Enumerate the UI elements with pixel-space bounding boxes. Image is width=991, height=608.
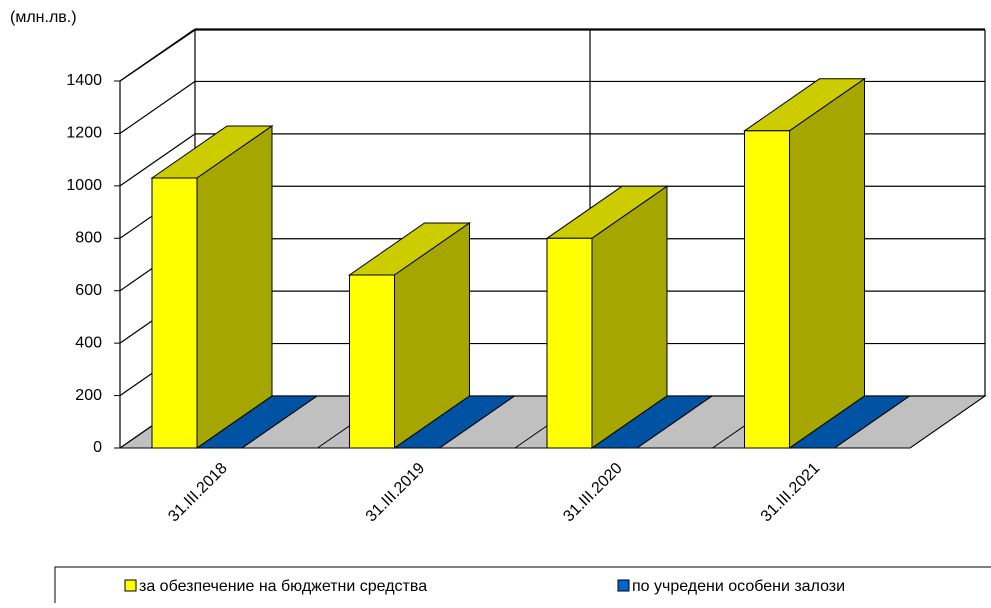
legend: за обезпечение на бюджетни средства по уч…: [124, 578, 845, 595]
y-tick-label: 600: [75, 282, 102, 299]
grid-line: [119, 28, 196, 82]
bar-front: [546, 237, 593, 449]
bar: [742, 77, 867, 449]
bar: [590, 395, 714, 449]
bar: [392, 395, 517, 449]
legend-swatch: [124, 579, 137, 592]
x-tick-label: 31.III.2021: [758, 460, 824, 526]
bar: [545, 185, 669, 449]
y-tick-label: 1400: [66, 72, 102, 89]
x-tick-label: 31.III.2018: [165, 460, 231, 526]
bar: [787, 395, 912, 449]
legend-label: по учредени особени залози: [632, 578, 845, 595]
bar-side: [789, 77, 865, 449]
grid-line: [119, 80, 196, 134]
y-tick-label: 400: [75, 334, 102, 351]
bar: [347, 222, 472, 449]
bar-front: [151, 177, 198, 449]
legend-label: за обезпечение на бюджетни средства: [139, 578, 427, 595]
y-tick-label: 800: [75, 230, 102, 247]
bars: [150, 77, 912, 449]
x-tick-label: 31.III.2019: [363, 460, 429, 526]
bar-side: [241, 395, 318, 449]
legend-box: [54, 566, 991, 608]
bar: [150, 125, 274, 449]
bar-side: [636, 395, 713, 449]
y-tick-label: 1000: [66, 177, 102, 194]
bar: [195, 395, 319, 449]
bar-front: [744, 130, 790, 449]
bar-side: [834, 395, 910, 449]
bar-side: [196, 125, 273, 449]
y-tick-label: 0: [93, 439, 102, 456]
y-axis-title: (млн.лв.): [10, 9, 77, 26]
legend-swatch: [617, 579, 630, 592]
bar-front: [349, 274, 395, 449]
floor-divider: [909, 395, 986, 449]
grid-line: [119, 133, 196, 187]
bar-side: [439, 395, 515, 449]
y-tick-label: 200: [75, 387, 102, 404]
x-tick-label: 31.III.2020: [560, 460, 626, 526]
y-tick-label: 1200: [66, 125, 102, 142]
